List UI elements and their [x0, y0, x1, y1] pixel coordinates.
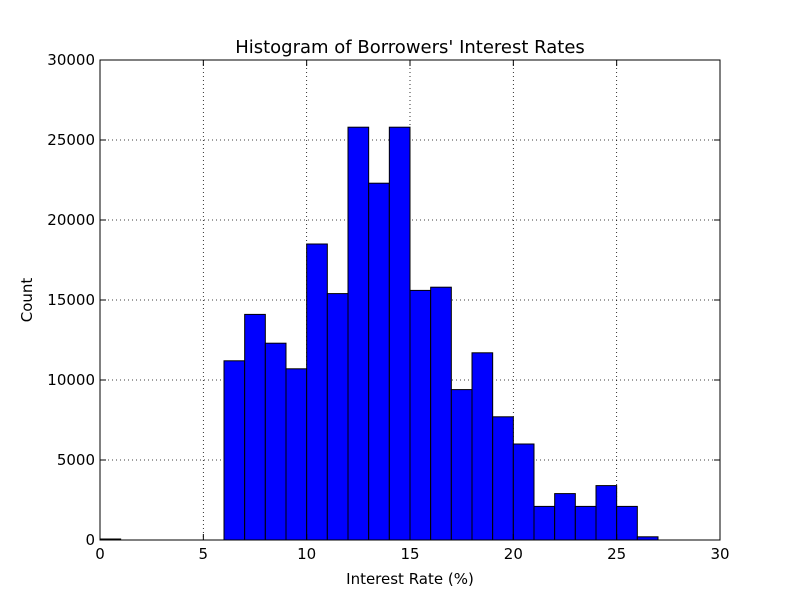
y-tick-label: 15000 — [47, 291, 95, 309]
histogram-bar — [264, 342, 287, 541]
histogram-bar — [409, 289, 432, 541]
histogram-bar — [326, 293, 349, 541]
histogram-bar — [388, 126, 411, 541]
chart-title: Histogram of Borrowers' Interest Rates — [235, 37, 585, 58]
histogram-bar — [450, 389, 473, 541]
x-tick-label: 5 — [199, 545, 209, 563]
y-tick-label: 10000 — [47, 371, 95, 389]
x-tick-label: 25 — [607, 545, 626, 563]
histogram-bar — [595, 485, 618, 541]
histogram-bar — [368, 182, 390, 541]
y-tick-label: 0 — [85, 531, 95, 549]
y-tick-label: 5000 — [57, 451, 95, 469]
y-tick-label: 25000 — [47, 131, 95, 149]
histogram-bar — [574, 505, 597, 541]
tick-labels: 0 5 10 15 20 25 30 0 5000 10000 15000 20000 25000 300… — [47, 51, 729, 563]
x-axis-label: Interest Rate (%) — [346, 570, 474, 588]
bars — [99, 126, 659, 541]
histogram-bar — [430, 286, 452, 541]
histogram-bar — [512, 443, 535, 541]
y-tick-label: 20000 — [47, 211, 95, 229]
x-tick-label: 30 — [710, 545, 729, 563]
histogram-bar — [285, 368, 308, 541]
histogram-bar — [471, 352, 494, 541]
x-tick-label: 0 — [95, 545, 105, 563]
axis-ticks — [99, 59, 721, 541]
histogram-bar — [616, 505, 638, 541]
y-tick-label: 30000 — [47, 51, 95, 69]
y-axis-label: Count — [18, 278, 36, 323]
histogram-bar — [492, 416, 514, 541]
histogram-bar — [306, 243, 328, 541]
x-tick-label: 15 — [400, 545, 419, 563]
histogram-bar — [533, 505, 556, 541]
histogram-bar — [554, 493, 576, 541]
histogram-bar — [347, 126, 370, 541]
x-tick-label: 10 — [297, 545, 316, 563]
x-tick-label: 20 — [504, 545, 523, 563]
histogram-bar — [244, 313, 266, 541]
histogram-bar — [223, 360, 246, 541]
